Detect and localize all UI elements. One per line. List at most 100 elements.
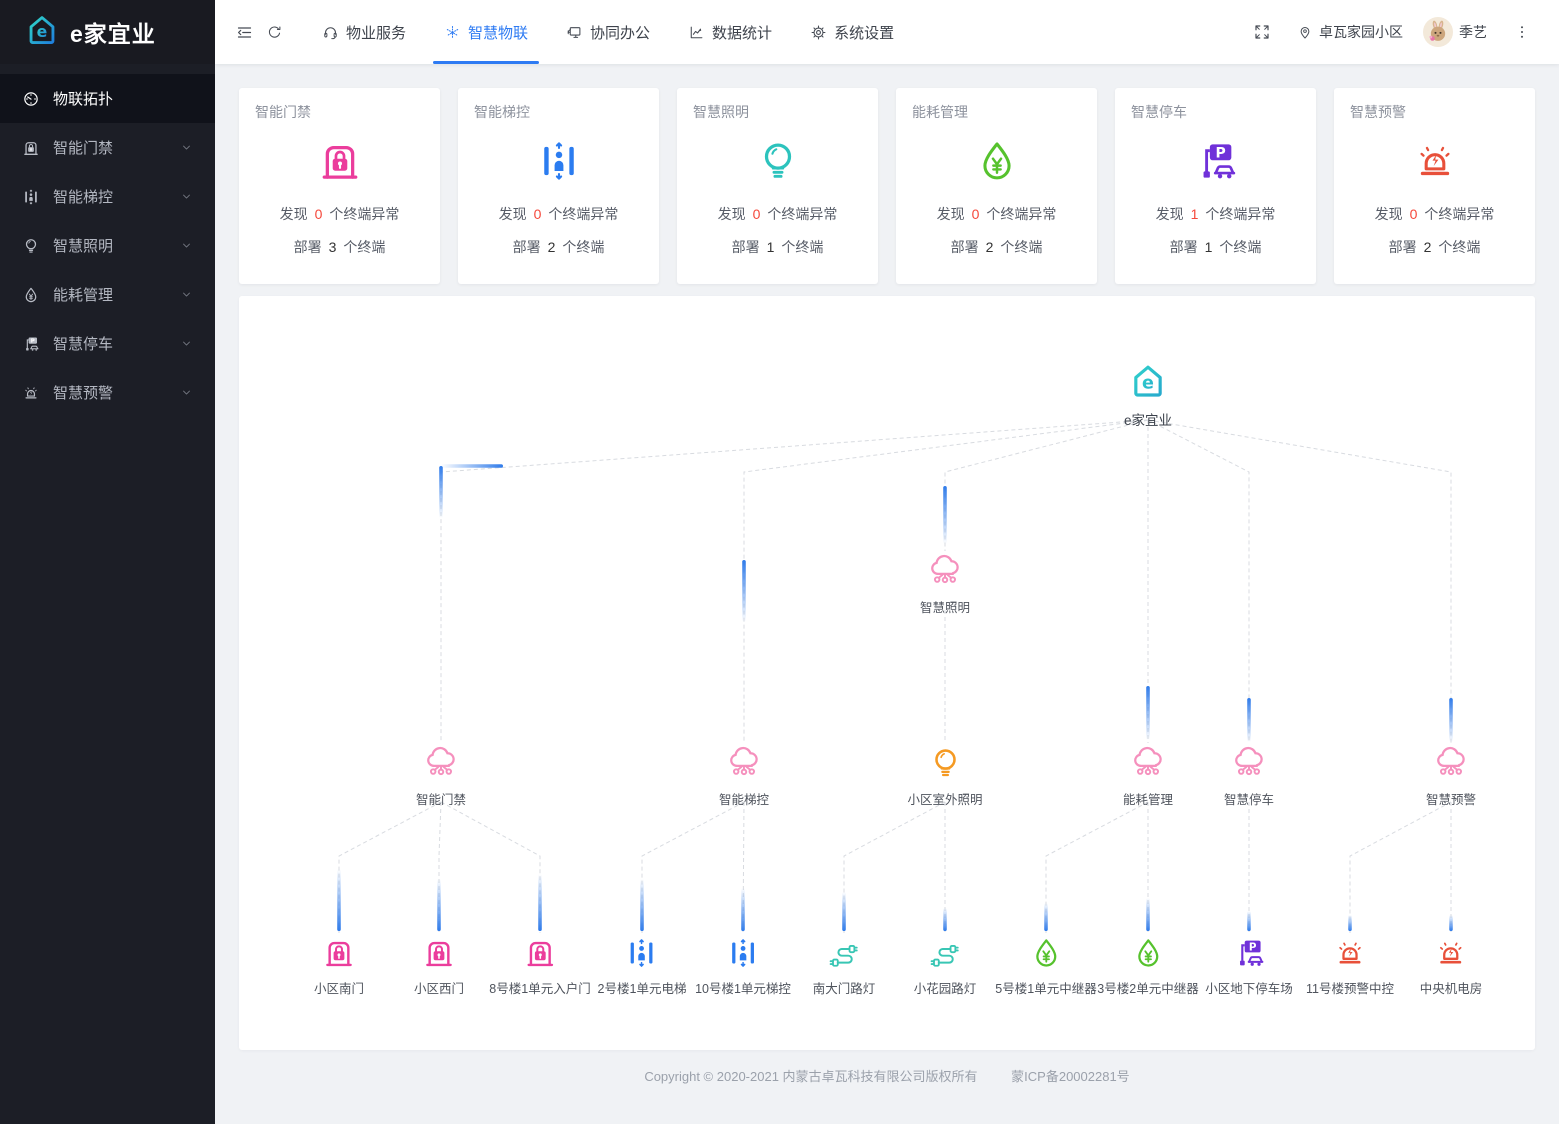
- sidebar-item[interactable]: 智慧预警: [0, 368, 215, 417]
- topology-node[interactable]: 南大门路灯: [812, 936, 876, 997]
- cloud-icon: [927, 553, 963, 594]
- fullscreen-button[interactable]: [1247, 17, 1277, 47]
- sidebar-item[interactable]: 智能门禁: [0, 123, 215, 172]
- door-lock-icon: [322, 936, 356, 975]
- sidebar-item[interactable]: P 智慧停车: [0, 319, 215, 368]
- energy-icon: [1029, 936, 1063, 975]
- deployed-count: 2: [985, 239, 994, 255]
- abnormal-count: 1: [1190, 206, 1199, 222]
- sidebar-item[interactable]: 能耗管理: [0, 270, 215, 319]
- topology-node-label: 11号楼预警中控: [1306, 982, 1394, 996]
- topology-node[interactable]: 5号楼1单元中继器: [995, 936, 1097, 997]
- elevator-icon: [726, 936, 760, 975]
- brand-house-icon: e: [1128, 361, 1168, 406]
- card-title: 能耗管理: [912, 104, 968, 120]
- sidebar-item[interactable]: 智能梯控: [0, 172, 215, 221]
- topology-node[interactable]: 小区西门: [414, 936, 464, 997]
- alarm-icon: [1333, 936, 1367, 975]
- topology-node[interactable]: 10号楼1单元梯控: [695, 936, 791, 997]
- nav-item[interactable]: 智慧物联: [433, 0, 540, 64]
- parking-icon: P: [1131, 138, 1300, 184]
- location-pin-icon: [1297, 24, 1313, 40]
- topology-node[interactable]: 智能门禁: [416, 745, 466, 808]
- topology-panel: e e家宜业 智能门禁 智能梯控 智慧照明 小区室外照明 能耗管理 智慧停车 智慧预警 小区南门 小…: [239, 296, 1535, 1050]
- sidebar-item[interactable]: 智慧照明: [0, 221, 215, 270]
- topology-node[interactable]: 小区室外照明: [907, 745, 983, 808]
- chevron-down-icon: [180, 337, 193, 350]
- bulb-icon: [22, 237, 40, 255]
- topology-node[interactable]: 智能梯控: [719, 745, 769, 808]
- cable-icon: [827, 936, 861, 975]
- topology-node[interactable]: 11号楼预警中控: [1306, 936, 1394, 997]
- nav-item-label: 系统设置: [834, 24, 895, 42]
- user-menu[interactable]: 季艺: [1423, 17, 1487, 47]
- nav-item[interactable]: 协同办公: [561, 0, 655, 64]
- summary-cards: 智能门禁 发现 0 个终端异常 部署 3 个终端 智能梯控 发现 0 个终端异常 部署 2 个终端 智慧照明…: [215, 64, 1559, 296]
- alarm-icon: [1434, 936, 1468, 975]
- topology-node-label: 中央机电房: [1419, 982, 1483, 996]
- door-lock-icon: [22, 139, 40, 157]
- topology-node[interactable]: P 小区地下停车场: [1205, 936, 1293, 997]
- icp-number: 蒙ICP备20002281号: [1011, 1069, 1130, 1084]
- collab-icon: [566, 24, 583, 41]
- deployed-count: 3: [328, 239, 337, 255]
- community-selector[interactable]: 卓瓦家园小区: [1297, 22, 1403, 42]
- deployed-count: 1: [766, 239, 775, 255]
- topology-node[interactable]: 3号楼2单元中继器: [1097, 936, 1199, 997]
- sidebar-item-label: 智慧停车: [53, 336, 114, 353]
- summary-card: 能耗管理 发现 0 个终端异常 部署 2 个终端: [896, 88, 1097, 284]
- abnormal-count: 0: [752, 206, 761, 222]
- card-title: 智慧照明: [693, 104, 749, 120]
- abnormal-count: 0: [1409, 206, 1418, 222]
- summary-card: 智能门禁 发现 0 个终端异常 部署 3 个终端: [239, 88, 440, 284]
- sidebar-menu: 物联拓扑智能门禁智能梯控 智慧照明 能耗管理 P 智慧停车智慧预警: [0, 64, 215, 417]
- cloud-icon: [1130, 745, 1166, 786]
- cloud-icon: [423, 745, 459, 786]
- sidebar-item-label: 智能门禁: [53, 140, 114, 157]
- topology-node-label: 8号楼1单元入户门: [489, 982, 591, 996]
- elevator-icon: [22, 188, 40, 206]
- parking-icon: P: [22, 335, 40, 353]
- topology-node-label: 南大门路灯: [812, 982, 876, 996]
- sidebar-item-label: 物联拓扑: [53, 91, 114, 108]
- chevron-down-icon: [180, 239, 193, 252]
- sidebar-item[interactable]: 物联拓扑: [0, 74, 215, 123]
- topology-node-label: 小区室外照明: [907, 793, 983, 807]
- topology-node[interactable]: 中央机电房: [1419, 936, 1483, 997]
- topology-node[interactable]: 智慧停车: [1224, 745, 1274, 808]
- cloud-icon: [1231, 745, 1267, 786]
- topology-node[interactable]: 能耗管理: [1123, 745, 1173, 808]
- user-name: 季艺: [1459, 24, 1487, 40]
- abnormal-count: 0: [314, 206, 323, 222]
- topology-node-label: 3号楼2单元中继器: [1097, 982, 1199, 996]
- nav-item[interactable]: 系统设置: [805, 0, 899, 64]
- nav-item-label: 物业服务: [346, 24, 407, 42]
- topology-node[interactable]: 小区南门: [314, 936, 364, 997]
- nav-item[interactable]: 数据统计: [683, 0, 777, 64]
- svg-text:e: e: [37, 21, 48, 40]
- card-title: 智慧停车: [1131, 104, 1187, 120]
- nav-item[interactable]: 物业服务: [317, 0, 411, 64]
- card-deployed-row: 部署 2 个终端: [1388, 239, 1481, 255]
- topology-node[interactable]: 2号楼1单元电梯: [598, 936, 686, 997]
- more-button[interactable]: [1507, 17, 1537, 47]
- card-deployed-row: 部署 3 个终端: [293, 239, 386, 255]
- header: 物业服务 智慧物联 协同办公 数据统计 系统设置 卓瓦家园小区 季艺: [215, 0, 1559, 64]
- topology-node-label: 能耗管理: [1122, 793, 1174, 807]
- topology-node[interactable]: 智慧预警: [1426, 745, 1476, 808]
- refresh-button[interactable]: [259, 17, 289, 47]
- brand: e e家宜业: [0, 0, 215, 64]
- topology-node-label: 智慧预警: [1425, 793, 1477, 807]
- deployed-count: 2: [1423, 239, 1432, 255]
- chevron-down-icon: [180, 386, 193, 399]
- topology-node[interactable]: 小花园路灯: [914, 936, 976, 997]
- avatar: [1423, 17, 1453, 47]
- chevron-down-icon: [180, 141, 193, 154]
- collapse-sidebar-button[interactable]: [229, 17, 259, 47]
- topology-node[interactable]: e e家宜业: [1124, 361, 1172, 429]
- stats-icon: [688, 24, 705, 41]
- cable-icon: [928, 936, 962, 975]
- topology-node[interactable]: 智慧照明: [920, 553, 970, 616]
- topology-node[interactable]: 8号楼1单元入户门: [489, 936, 591, 997]
- topology-node-label: 小区西门: [413, 982, 465, 996]
